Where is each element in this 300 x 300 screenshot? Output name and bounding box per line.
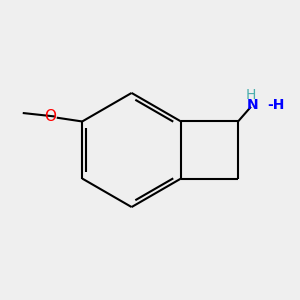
Text: -H: -H bbox=[267, 98, 284, 112]
Text: H: H bbox=[246, 88, 256, 102]
Text: O: O bbox=[44, 109, 56, 124]
Text: N: N bbox=[247, 98, 259, 112]
